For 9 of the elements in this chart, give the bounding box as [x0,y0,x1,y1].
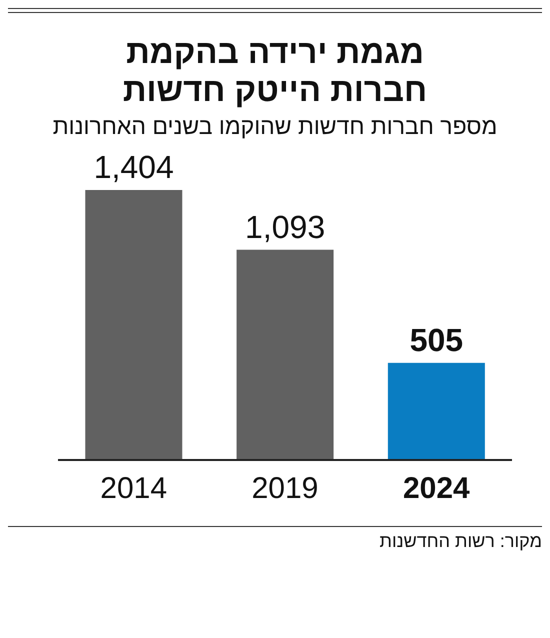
x-tick-label: 2019 [252,472,318,505]
data-label: 1,404 [94,149,174,185]
x-tick-label: 2024 [402,472,470,505]
data-label: 505 [410,322,464,358]
data-label: 1,093 [245,208,326,245]
chart-title: מגמת ירידה בהקמת חברות הייטק חדשות [122,33,428,109]
x-tick-label: 2014 [100,472,168,505]
chart-subtitle: מספר חברות חדשות שהוקמו בשנים האחרונות [52,113,498,140]
text: מקור: רשות החדשנות [378,531,542,552]
